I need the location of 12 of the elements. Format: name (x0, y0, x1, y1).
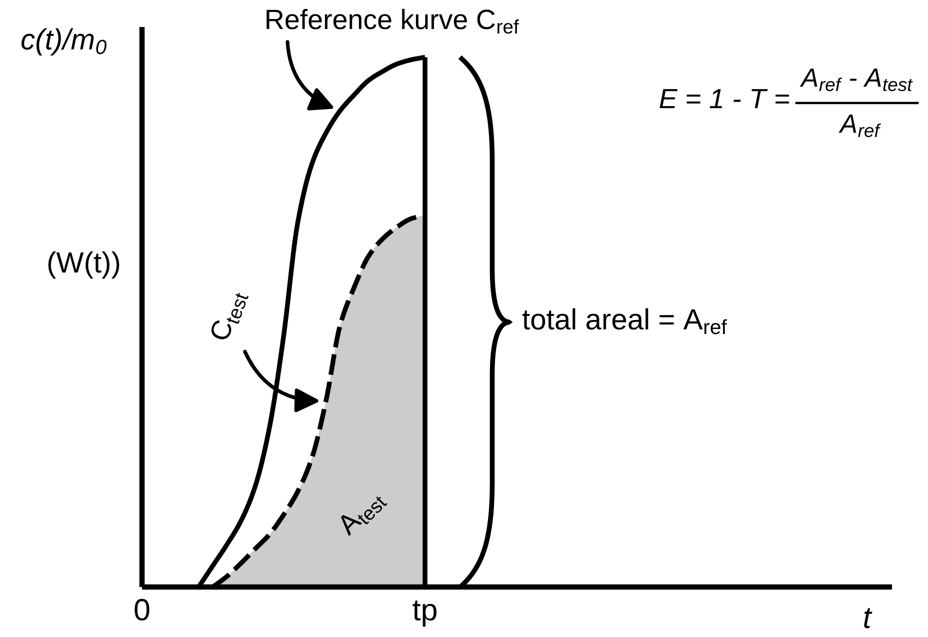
annotation: A$_{ref}$ - A$_{test}$ (800, 68, 913, 92)
annotation: C$_{test}$ (208, 288, 249, 344)
y-axis-title: c(t)/m$_{0}$ (21, 28, 107, 56)
x-tick-label: 0 (134, 598, 150, 621)
text: Reference kurve C$_{ref}$ (266, 8, 519, 34)
annotation: A$_{test}$ (335, 487, 388, 540)
x-axis-title: t (864, 608, 872, 628)
text: (W(t)) (48, 251, 120, 279)
annotation: total areal = A$_{ref}$ (522, 308, 727, 334)
annotation: A$_{ref}$ (838, 114, 881, 138)
x-tick-label: tp (412, 600, 436, 627)
annotation: E = 1 - T = (660, 89, 790, 108)
